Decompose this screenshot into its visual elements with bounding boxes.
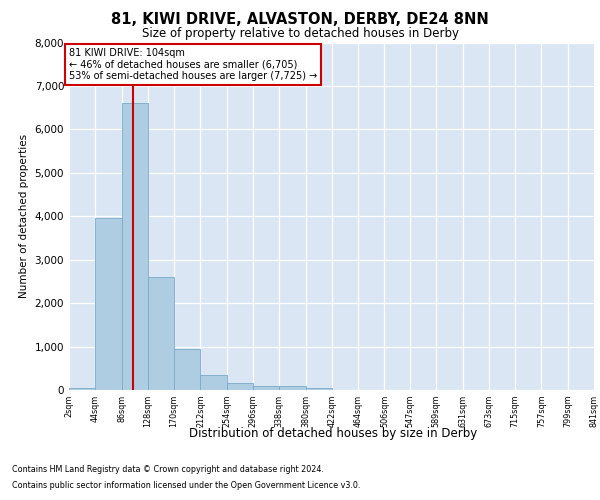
Bar — [174, 348, 200, 390]
Bar — [279, 386, 305, 390]
Bar — [305, 388, 332, 390]
Bar — [69, 388, 95, 390]
Bar — [122, 104, 148, 390]
Bar — [227, 384, 253, 390]
Text: 81, KIWI DRIVE, ALVASTON, DERBY, DE24 8NN: 81, KIWI DRIVE, ALVASTON, DERBY, DE24 8N… — [111, 12, 489, 28]
Bar — [253, 386, 279, 390]
Text: Contains HM Land Registry data © Crown copyright and database right 2024.: Contains HM Land Registry data © Crown c… — [12, 466, 324, 474]
Y-axis label: Number of detached properties: Number of detached properties — [19, 134, 29, 298]
Text: Size of property relative to detached houses in Derby: Size of property relative to detached ho… — [142, 28, 458, 40]
Text: 81 KIWI DRIVE: 104sqm
← 46% of detached houses are smaller (6,705)
53% of semi-d: 81 KIWI DRIVE: 104sqm ← 46% of detached … — [69, 48, 317, 81]
Bar — [200, 375, 227, 390]
Text: Distribution of detached houses by size in Derby: Distribution of detached houses by size … — [189, 428, 477, 440]
Bar — [95, 218, 122, 390]
Bar — [148, 277, 174, 390]
Text: Contains public sector information licensed under the Open Government Licence v3: Contains public sector information licen… — [12, 480, 361, 490]
